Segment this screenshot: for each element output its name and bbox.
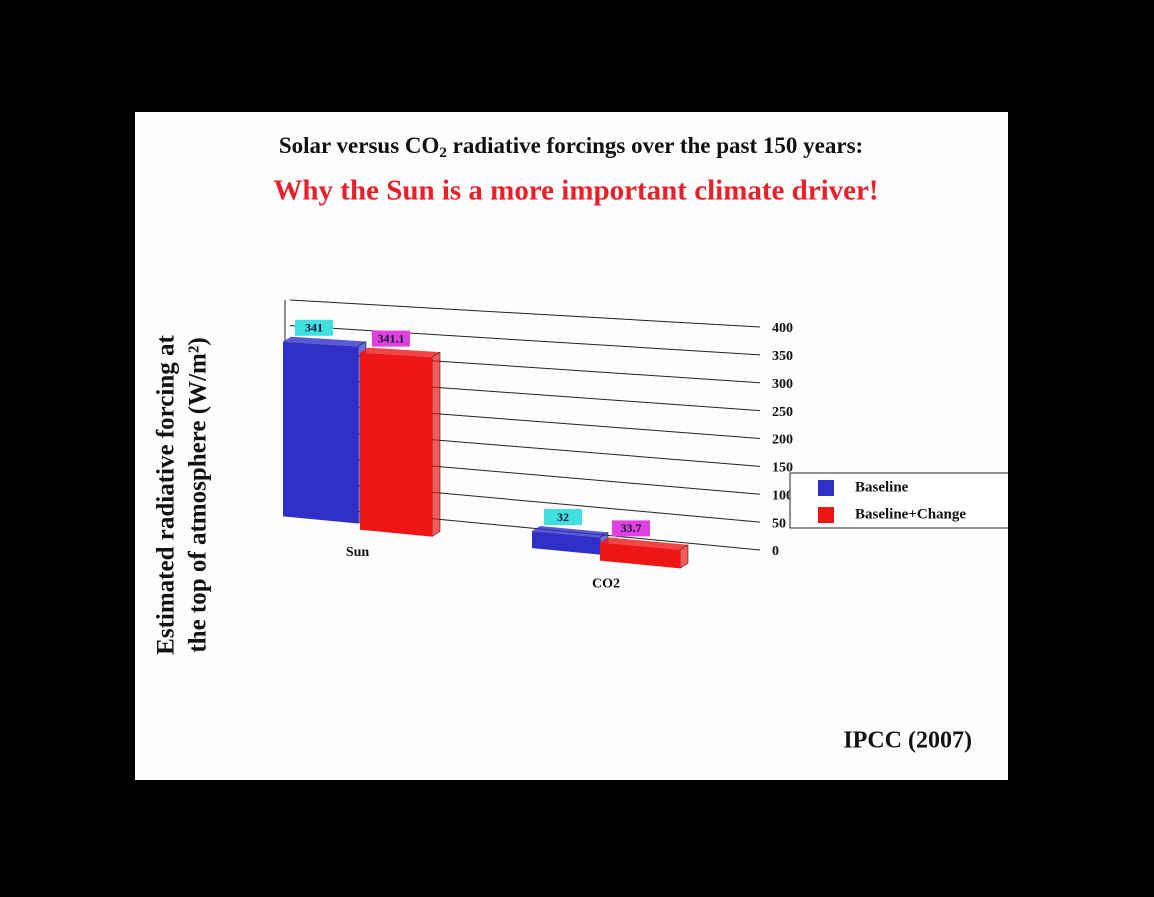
chart-title: Solar versus CO2 radiative forcings over… — [279, 133, 863, 161]
y-axis-label-line: Estimated radiative forcing at — [153, 335, 180, 655]
y-tick-label: 350 — [772, 349, 793, 364]
bar — [600, 542, 680, 569]
slide — [135, 112, 1008, 780]
y-tick-label: 150 — [772, 461, 793, 476]
x-tick-label: Sun — [346, 545, 370, 560]
value-label-box — [295, 319, 333, 336]
bar-top — [532, 526, 608, 538]
y-tick-label: 250 — [772, 405, 793, 420]
bar-top — [360, 347, 440, 358]
bar-side — [431, 351, 441, 538]
value-label: 33.7 — [621, 521, 642, 535]
y-axis-label: Estimated radiative forcing at the top o… — [153, 335, 212, 655]
y-tick-label: 50 — [772, 516, 786, 531]
bar — [283, 341, 358, 524]
y-tick-label: 100 — [772, 488, 793, 503]
legend-label: Baseline+Change — [855, 506, 966, 522]
value-label-box — [544, 509, 582, 526]
value-label: 341.1 — [378, 331, 405, 345]
y-axis-label-line: the top of atmosphere (W/m²) — [185, 337, 212, 652]
plot: 0 50 100 150 200 250 300 350 400 341 341.1 Sun 32 33.… — [283, 299, 1008, 592]
x-tick-label: CO2 — [592, 577, 620, 592]
value-label-box — [612, 520, 650, 537]
grid-line — [289, 325, 761, 356]
y-tick-label: 0 — [772, 544, 779, 559]
y-tick-label: 400 — [772, 321, 793, 336]
bar — [532, 531, 600, 555]
grid-line — [289, 299, 761, 328]
value-label: 341 — [305, 321, 323, 335]
chart-subtitle: Why the Sun is a more important climate … — [273, 175, 878, 207]
value-label: 32 — [557, 510, 569, 524]
source: IPCC (2007) — [843, 728, 972, 754]
y-tick-label: 300 — [772, 377, 793, 392]
legend-label: Baseline — [855, 479, 909, 495]
bar-top — [600, 537, 688, 550]
legend-swatch — [818, 507, 834, 523]
legend-swatch — [818, 480, 834, 496]
bar — [360, 352, 432, 537]
value-label-box — [372, 330, 410, 347]
y-tick-label: 200 — [772, 433, 793, 448]
bar-top — [283, 336, 366, 347]
